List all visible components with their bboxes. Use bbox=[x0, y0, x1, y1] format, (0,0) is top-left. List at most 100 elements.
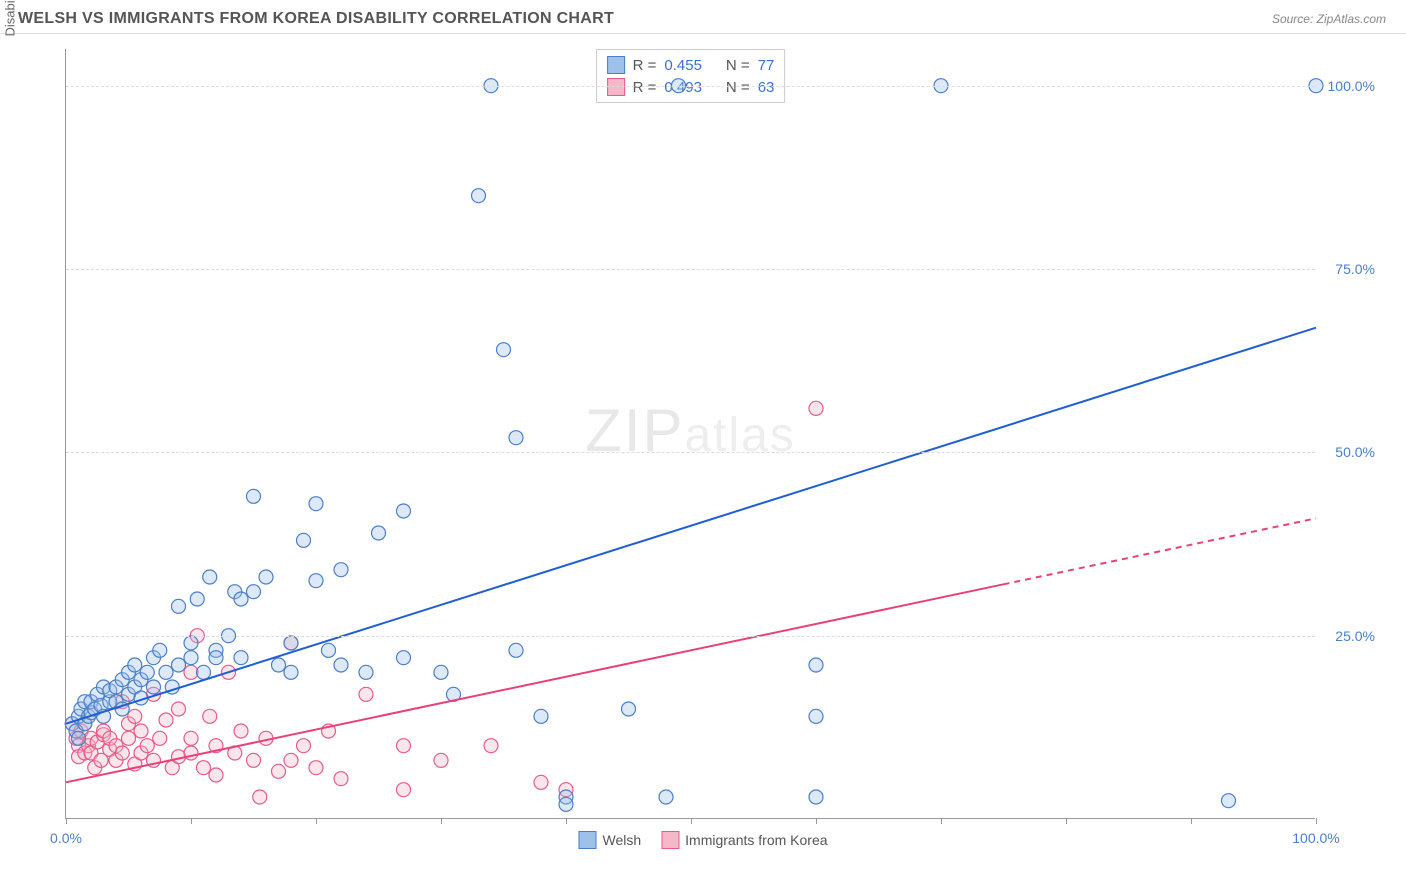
scatter-point bbox=[203, 570, 217, 584]
chart-header: WELSH VS IMMIGRANTS FROM KOREA DISABILIT… bbox=[0, 0, 1406, 34]
gridline bbox=[66, 636, 1315, 637]
x-tick bbox=[816, 818, 817, 824]
scatter-point bbox=[272, 658, 286, 672]
scatter-point bbox=[140, 739, 154, 753]
regression-line bbox=[66, 328, 1316, 724]
scatter-point bbox=[1222, 794, 1236, 808]
scatter-point bbox=[472, 189, 486, 203]
y-tick-label: 25.0% bbox=[1335, 628, 1375, 644]
scatter-point bbox=[159, 713, 173, 727]
x-tick bbox=[441, 818, 442, 824]
scatter-point bbox=[184, 636, 198, 650]
scatter-point bbox=[128, 658, 142, 672]
scatter-point bbox=[484, 739, 498, 753]
gridline bbox=[66, 86, 1315, 87]
scatter-point bbox=[509, 643, 523, 657]
x-tick bbox=[691, 818, 692, 824]
scatter-point bbox=[509, 431, 523, 445]
scatter-point bbox=[284, 636, 298, 650]
scatter-point bbox=[140, 665, 154, 679]
scatter-point bbox=[259, 570, 273, 584]
scatter-point bbox=[153, 731, 167, 745]
scatter-point bbox=[397, 504, 411, 518]
scatter-point bbox=[534, 709, 548, 723]
scatter-point bbox=[309, 574, 323, 588]
y-axis-label: Disability bbox=[3, 0, 18, 37]
gridline bbox=[66, 269, 1315, 270]
y-tick-label: 100.0% bbox=[1328, 78, 1375, 94]
scatter-point bbox=[397, 739, 411, 753]
scatter-point bbox=[809, 401, 823, 415]
scatter-point bbox=[334, 772, 348, 786]
scatter-point bbox=[247, 585, 261, 599]
scatter-point bbox=[284, 753, 298, 767]
scatter-point bbox=[247, 753, 261, 767]
scatter-point bbox=[197, 665, 211, 679]
scatter-point bbox=[128, 709, 142, 723]
scatter-point bbox=[122, 731, 136, 745]
chart-title: WELSH VS IMMIGRANTS FROM KOREA DISABILIT… bbox=[18, 10, 614, 28]
scatter-point bbox=[209, 651, 223, 665]
x-tick bbox=[941, 818, 942, 824]
scatter-point bbox=[184, 651, 198, 665]
scatter-point bbox=[247, 489, 261, 503]
scatter-point bbox=[359, 687, 373, 701]
x-tick bbox=[191, 818, 192, 824]
scatter-point bbox=[309, 497, 323, 511]
x-tick-label: 0.0% bbox=[50, 830, 82, 846]
scatter-point bbox=[172, 658, 186, 672]
scatter-point bbox=[234, 724, 248, 738]
scatter-point bbox=[359, 665, 373, 679]
legend-item-korea: Immigrants from Korea bbox=[661, 831, 827, 849]
scatter-point bbox=[372, 526, 386, 540]
scatter-point bbox=[809, 790, 823, 804]
scatter-point bbox=[622, 702, 636, 716]
scatter-point bbox=[203, 709, 217, 723]
scatter-point bbox=[172, 702, 186, 716]
scatter-point bbox=[234, 651, 248, 665]
x-tick bbox=[316, 818, 317, 824]
scatter-point bbox=[153, 643, 167, 657]
scatter-point bbox=[209, 768, 223, 782]
x-tick bbox=[66, 818, 67, 824]
legend-item-welsh: Welsh bbox=[578, 831, 641, 849]
scatter-point bbox=[322, 643, 336, 657]
plot-area: ZIPatlas R = 0.455 N = 77 R = 0.493 N = … bbox=[65, 49, 1315, 819]
x-tick bbox=[1316, 818, 1317, 824]
regression-line bbox=[66, 584, 1004, 782]
scatter-point bbox=[397, 651, 411, 665]
scatter-point bbox=[184, 665, 198, 679]
scatter-point bbox=[559, 797, 573, 811]
x-tick bbox=[566, 818, 567, 824]
scatter-point bbox=[297, 533, 311, 547]
swatch-icon bbox=[578, 831, 596, 849]
x-tick bbox=[1191, 818, 1192, 824]
scatter-point bbox=[234, 592, 248, 606]
swatch-icon bbox=[661, 831, 679, 849]
regression-line-extrapolated bbox=[1004, 518, 1317, 584]
scatter-point bbox=[272, 764, 286, 778]
gridline bbox=[66, 452, 1315, 453]
scatter-point bbox=[297, 739, 311, 753]
scatter-point bbox=[809, 709, 823, 723]
scatter-point bbox=[284, 665, 298, 679]
scatter-point bbox=[159, 665, 173, 679]
x-tick bbox=[1066, 818, 1067, 824]
scatter-point bbox=[309, 761, 323, 775]
scatter-point bbox=[72, 731, 86, 745]
scatter-point bbox=[253, 790, 267, 804]
scatter-point bbox=[184, 731, 198, 745]
scatter-point bbox=[659, 790, 673, 804]
scatter-point bbox=[115, 746, 129, 760]
scatter-point bbox=[334, 658, 348, 672]
x-tick-label: 100.0% bbox=[1292, 830, 1339, 846]
scatter-svg bbox=[66, 49, 1316, 819]
scatter-point bbox=[397, 783, 411, 797]
scatter-point bbox=[497, 343, 511, 357]
series-legend: Welsh Immigrants from Korea bbox=[578, 831, 827, 849]
scatter-point bbox=[334, 563, 348, 577]
scatter-point bbox=[434, 753, 448, 767]
scatter-point bbox=[190, 592, 204, 606]
scatter-point bbox=[147, 680, 161, 694]
scatter-point bbox=[134, 724, 148, 738]
